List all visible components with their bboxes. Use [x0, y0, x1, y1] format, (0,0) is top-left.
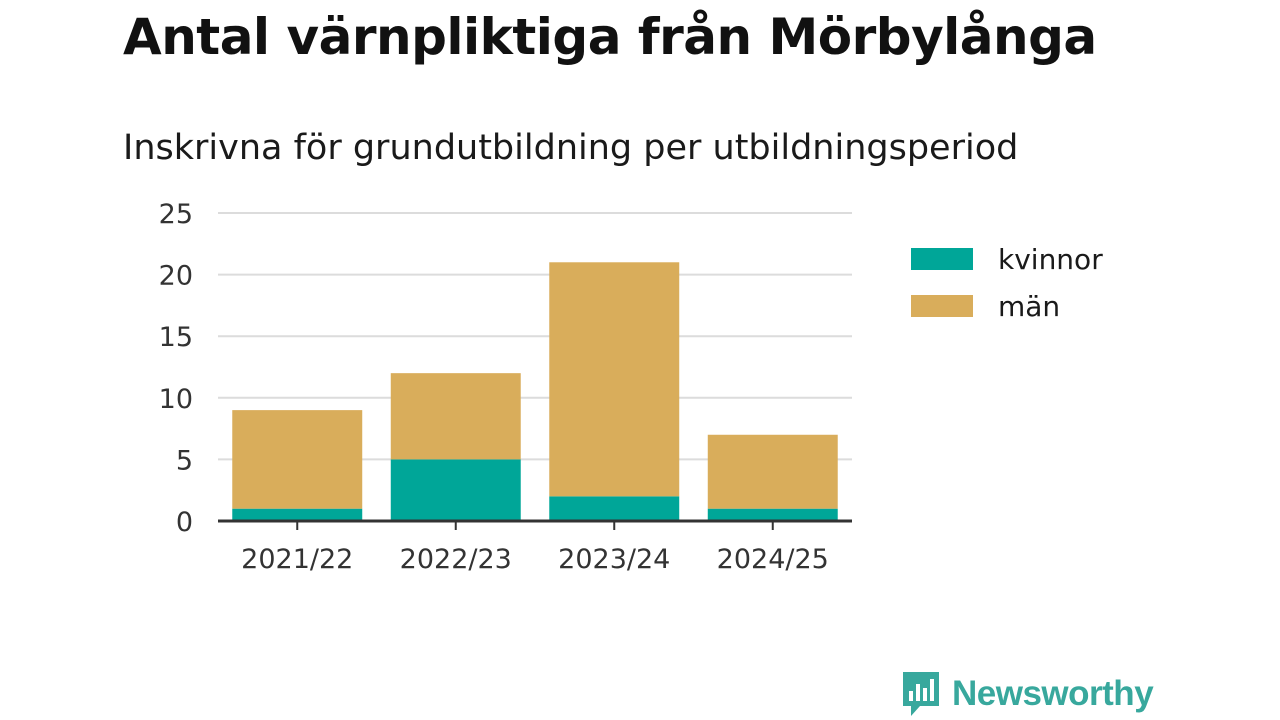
bar-segment	[390, 373, 521, 460]
legend-label: kvinnor	[998, 243, 1103, 276]
x-axis-tick-labels: 2021/22 2022/23 2023/24 2024/25	[241, 544, 829, 575]
y-tick-label: 10	[159, 384, 193, 415]
y-tick-label: 15	[159, 322, 193, 353]
legend-label: män	[998, 290, 1060, 323]
bar-segment	[390, 459, 521, 521]
x-tick-label: 2021/22	[241, 544, 353, 575]
bar-segment	[707, 434, 838, 509]
legend-swatch	[911, 248, 973, 270]
legend-swatch	[911, 295, 973, 317]
x-tick-label: 2023/24	[558, 544, 670, 575]
bar-segment	[232, 508, 363, 521]
chart-subtitle: Inskrivna för grundutbildning per utbild…	[123, 128, 1019, 168]
x-tick-label: 2024/25	[717, 544, 829, 575]
bar-segment	[549, 262, 680, 497]
bar-segment	[232, 410, 363, 509]
y-axis-tick-labels: 0 5 10 15 20 25	[159, 199, 193, 538]
x-tick-label: 2022/23	[400, 544, 512, 575]
y-tick-label: 0	[176, 507, 193, 538]
y-tick-label: 5	[176, 445, 193, 476]
y-tick-label: 25	[159, 199, 193, 230]
bar-segment	[549, 496, 680, 521]
y-tick-label: 20	[159, 261, 193, 292]
newsworthy-logo-icon	[903, 672, 939, 716]
legend: kvinnor män	[911, 243, 1103, 323]
brand-name: Newsworthy	[952, 674, 1154, 713]
bar-segment	[707, 508, 838, 521]
x-axis	[218, 519, 852, 530]
newsworthy-brand: Newsworthy	[900, 670, 1154, 718]
chart-title: Antal värnpliktiga från Mörbylånga	[123, 8, 1097, 66]
bars	[232, 262, 838, 521]
